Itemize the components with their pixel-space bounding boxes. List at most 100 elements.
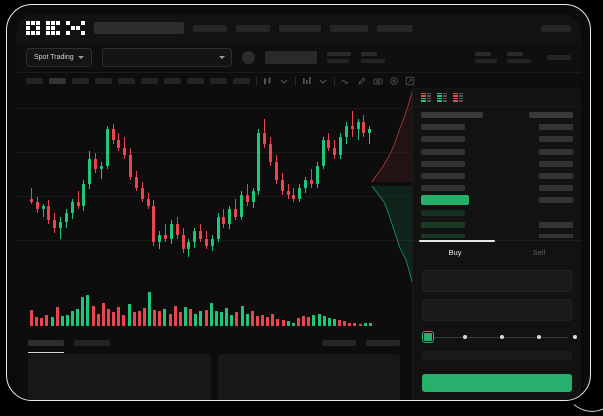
volume-bar	[230, 314, 234, 326]
bottom-action-1[interactable]	[322, 340, 356, 346]
volume-bar	[291, 322, 295, 326]
nav-item-3[interactable]	[279, 24, 321, 32]
timeframe-4[interactable]	[118, 78, 135, 84]
stat-change-24h	[326, 51, 351, 63]
pencil-icon[interactable]	[357, 76, 367, 86]
okx-logo-icon[interactable]	[26, 21, 85, 35]
chart-column	[16, 88, 412, 400]
orderbook-toggle-placeholder[interactable]	[547, 54, 571, 60]
volume-bar	[235, 312, 239, 326]
timeframe-1[interactable]	[49, 78, 66, 84]
volume-bar	[368, 323, 372, 326]
active-tab-indicator	[419, 240, 495, 242]
timeframe-5[interactable]	[141, 78, 158, 84]
slider-handle[interactable]	[423, 332, 433, 342]
orderbook-spread-row[interactable]	[421, 195, 573, 206]
volume-bar	[142, 307, 146, 326]
tab-sell[interactable]: Sell	[532, 247, 546, 257]
camera-icon[interactable]	[373, 76, 383, 86]
volume-bar	[209, 303, 213, 326]
orderbook-bid-row[interactable]	[421, 233, 573, 238]
volume-bar	[363, 322, 367, 326]
settings-icon[interactable]	[389, 76, 399, 86]
submit-order-button[interactable]	[422, 374, 572, 392]
market-subheader: Spot Trading	[16, 42, 581, 73]
slider-stop-100[interactable]	[573, 335, 577, 339]
order-amount-field[interactable]	[422, 299, 572, 321]
orderbook-ask-row[interactable]	[421, 172, 573, 180]
orderbook-ask-row[interactable]	[421, 123, 573, 131]
slider-stop-50[interactable]	[500, 335, 504, 339]
market-type-label: Spot Trading	[34, 53, 74, 61]
volume-bar	[35, 316, 39, 326]
nav-item-5[interactable]	[377, 24, 413, 32]
indicators-icon[interactable]	[302, 76, 312, 86]
timeframe-9[interactable]	[233, 78, 250, 84]
fullscreen-icon[interactable]	[405, 76, 415, 86]
slider-stop-25[interactable]	[463, 335, 467, 339]
stat-low-24h	[475, 51, 497, 63]
open-orders-tab[interactable]	[28, 340, 64, 353]
orderbook-ask-row[interactable]	[421, 148, 573, 156]
nav-search[interactable]	[94, 22, 184, 34]
orderbook-body[interactable]	[413, 107, 581, 238]
nav-item-2[interactable]	[236, 24, 270, 32]
candle-type-icon[interactable]	[263, 76, 273, 86]
order-amount-slider[interactable]	[423, 330, 577, 344]
order-history-tab[interactable]	[74, 340, 110, 346]
volume-bar	[204, 310, 208, 326]
timeframe-6[interactable]	[164, 78, 181, 84]
bottom-panel-left[interactable]	[28, 354, 211, 400]
bottom-action-2[interactable]	[366, 340, 400, 346]
stat-high-24h	[360, 51, 385, 63]
timeframe-2[interactable]	[72, 78, 89, 84]
okx-trading-app: Spot Trading	[16, 14, 581, 400]
nav-item-1[interactable]	[193, 24, 227, 32]
volume-bar	[332, 319, 336, 326]
volume-bar	[71, 311, 75, 326]
orderbook-both-icon[interactable]	[421, 92, 431, 103]
volume-bar	[189, 309, 193, 326]
volume-bar	[255, 315, 259, 326]
volume-bar	[96, 313, 100, 326]
volume-bar	[281, 320, 285, 326]
volume-bar	[348, 322, 352, 326]
timeframe-8[interactable]	[210, 78, 227, 84]
volume-bar	[184, 306, 188, 326]
orderbook-bid-row[interactable]	[421, 221, 573, 229]
gridline	[16, 152, 412, 153]
orderbook-ask-row[interactable]	[421, 184, 573, 192]
volume-bar	[40, 318, 44, 326]
price-chart[interactable]	[16, 88, 412, 284]
orderbook-bids-icon[interactable]	[437, 92, 447, 103]
timeframe-7[interactable]	[187, 78, 204, 84]
device-bezel: Spot Trading	[6, 4, 591, 401]
order-price-field[interactable]	[422, 270, 572, 292]
tab-buy[interactable]: Buy	[448, 247, 462, 257]
timeframe-3[interactable]	[95, 78, 112, 84]
volume-bar	[322, 315, 326, 326]
orderbook-ask-row[interactable]	[421, 160, 573, 168]
volume-bar	[358, 323, 362, 326]
pair-selector[interactable]	[101, 47, 232, 67]
orderbook-ask-row[interactable]	[421, 135, 573, 143]
volume-bar	[271, 313, 275, 326]
orderbook-bid-row[interactable]	[421, 209, 573, 217]
slider-stop-75[interactable]	[537, 335, 541, 339]
market-type-selector[interactable]: Spot Trading	[26, 47, 92, 67]
volume-bar	[60, 315, 64, 326]
nav-item-6[interactable]	[541, 24, 571, 32]
chevron-down-icon[interactable]	[318, 76, 328, 86]
chevron-down-icon[interactable]	[279, 76, 289, 86]
volume-bar	[158, 311, 162, 326]
line-style-icon[interactable]	[341, 76, 351, 86]
volume-bar	[312, 314, 316, 326]
volume-bar	[261, 314, 265, 326]
volume-bar	[76, 309, 80, 326]
timeframe-0[interactable]	[26, 78, 43, 84]
bottom-panel-right[interactable]	[217, 354, 400, 400]
volume-bar	[107, 309, 110, 326]
orderbook-asks-icon[interactable]	[453, 92, 463, 103]
volume-bar	[81, 296, 85, 326]
nav-item-4[interactable]	[330, 24, 368, 32]
